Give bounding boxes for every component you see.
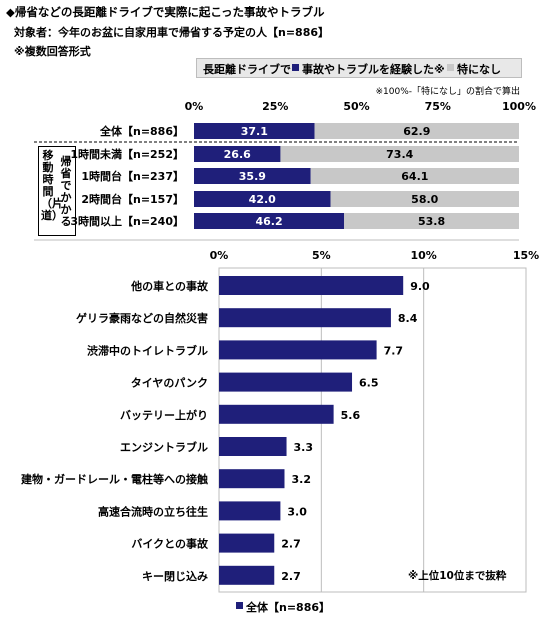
x-tick-label-bottom: 5% <box>312 249 331 262</box>
x-tick-label-top: 0% <box>185 100 204 113</box>
bar-value-label: 6.5 <box>359 377 379 390</box>
x-tick-label-bottom: 10% <box>410 249 436 262</box>
stacked-bar-segment <box>194 123 315 139</box>
bar-value-label: 9.0 <box>410 280 430 293</box>
group-label-inner: 帰省でかかる <box>60 155 72 228</box>
stacked-bar-segment <box>194 146 281 162</box>
category-label-bottom: 建物・ガードレール・電柱等への接触 <box>21 472 208 486</box>
stacked-bar-value: 64.1 <box>401 170 428 183</box>
stacked-bar-segment <box>194 191 331 207</box>
plot-frame <box>218 267 527 593</box>
bar-value-label: 3.3 <box>294 441 314 454</box>
category-label-top: 1時間未満【n=252】 <box>70 147 184 161</box>
bar-value-label: 2.7 <box>281 570 301 583</box>
x-tick-label-top: 25% <box>262 100 288 113</box>
category-label-bottom: 高速合流時の立ち往生 <box>98 504 208 518</box>
bar <box>219 340 377 360</box>
x-tick-label-bottom: 15% <box>513 249 539 262</box>
stacked-bar-value: 62.9 <box>403 125 430 138</box>
top10-footnote: ※上位10位まで抜粋 <box>408 570 507 582</box>
bar <box>219 533 275 553</box>
bottom-legend-label: 全体【n=886】 <box>246 601 331 614</box>
stacked-bar-value: 26.6 <box>224 148 251 161</box>
category-label-bottom: バイクとの事故 <box>131 537 209 551</box>
bar-value-label: 2.7 <box>281 538 301 551</box>
category-label-top: 3時間以上【n=240】 <box>70 214 184 228</box>
category-label-bottom: バッテリー上がり <box>120 408 208 422</box>
stacked-bar-segment <box>194 213 345 229</box>
stacked-bar-segment <box>330 191 519 207</box>
category-label-top: 1時間台【n=237】 <box>81 169 184 183</box>
x-tick-label-top: 75% <box>425 100 451 113</box>
legend-label-none: 特になし <box>457 63 501 76</box>
bar <box>219 437 287 456</box>
stacked-bar-segment <box>310 168 519 184</box>
group-bracket <box>38 146 76 236</box>
bar <box>219 501 281 521</box>
stacked-bar-value: 35.9 <box>239 170 266 183</box>
stacked-bar-segment <box>194 168 311 184</box>
x-tick-label-top: 50% <box>343 100 369 113</box>
category-label-bottom: タイヤのパンク <box>131 377 208 390</box>
category-label-bottom: キー閉じ込み <box>142 569 208 583</box>
stacked-bar-value: 58.0 <box>411 193 438 206</box>
stacked-bar-segment <box>314 123 519 139</box>
category-label-bottom: ゲリラ豪雨などの自然災害 <box>76 311 208 325</box>
stacked-bar-value: 42.0 <box>249 193 276 206</box>
category-label-bottom: 渋滞中のトイレトラブル <box>87 343 208 357</box>
bar-value-label: 8.4 <box>398 312 418 325</box>
bar-value-label: 3.0 <box>287 505 307 518</box>
category-label-top: 2時間台【n=157】 <box>81 192 184 206</box>
stacked-bar-value: 53.8 <box>418 215 445 228</box>
category-label-top: 全体【n=886】 <box>99 124 184 138</box>
top-legend-heading: 長距離ドライブで <box>203 63 291 76</box>
category-label-bottom: エンジントラブル <box>120 440 208 454</box>
bar <box>219 469 285 489</box>
bar <box>219 372 353 392</box>
x-tick-label-bottom: 0% <box>210 249 229 262</box>
bar-value-label: 3.2 <box>291 473 311 486</box>
bar-value-label: 5.6 <box>341 409 361 422</box>
bar-value-label: 7.7 <box>384 344 404 357</box>
legend-label-experienced: 事故やトラブルを経験した※ <box>302 63 445 76</box>
bar <box>219 404 334 424</box>
stacked-bar-value: 37.1 <box>241 125 268 138</box>
stacked-bar-segment <box>344 213 519 229</box>
stacked-bar-segment <box>280 146 519 162</box>
answer-format-note: ※複数回答形式 <box>14 45 91 58</box>
category-label-bottom: 他の車との事故 <box>130 279 209 293</box>
stacked-bar-value: 46.2 <box>256 215 283 228</box>
bar <box>219 308 391 328</box>
chart-title: ◆帰省などの長距離ドライブで実際に起こった事故やトラブル <box>6 5 325 19</box>
bar <box>219 565 275 585</box>
ratio-note: ※100%-「特になし」の割合で算出 <box>375 87 520 97</box>
x-tick-label-top: 100% <box>502 100 536 113</box>
subject-line: 対象者：今年のお盆に自家用車で帰省する予定の人【n=886】 <box>14 26 330 39</box>
top-legend <box>196 58 522 78</box>
bar <box>219 276 404 295</box>
stacked-bar-value: 73.4 <box>386 148 413 161</box>
